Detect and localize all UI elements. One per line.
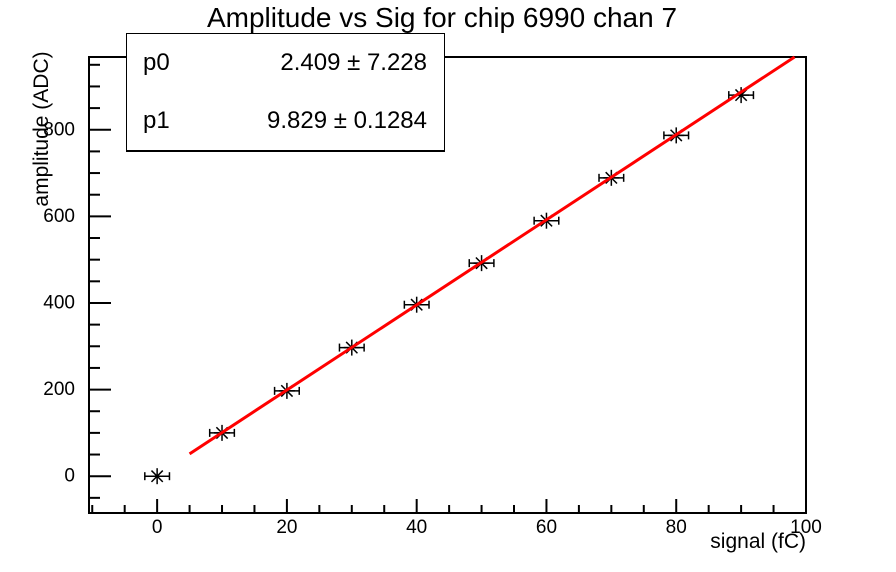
fit-param-p0-value: 2.409 ± 7.228 [280,49,427,76]
stats-row-p0: p0 2.409 ± 7.228 [127,34,444,92]
x-tick-label: 80 [666,517,687,538]
y-tick-label: 200 [43,379,75,400]
stats-row-p1: p1 9.829 ± 0.1284 [127,92,444,150]
x-axis-title: signal (fC) [710,530,806,553]
y-tick-label: 600 [43,206,75,227]
x-tick-label: 40 [406,517,427,538]
data-point-marker [150,470,164,483]
axis-frame [88,56,807,514]
y-tick-label: 400 [43,292,75,313]
fit-line [188,55,796,456]
fit-param-p1-value: 9.829 ± 0.1284 [267,107,427,134]
x-tick-label: 60 [536,517,557,538]
chart-title: Amplitude vs Sig for chip 6990 chan 7 [206,2,678,33]
x-tick-label: 0 [152,517,163,538]
y-axis-title: amplitude (ADC) [30,51,53,207]
fit-param-p0-name: p0 [143,49,170,76]
fit-stats-box: p0 2.409 ± 7.228 p1 9.829 ± 0.1284 [126,33,445,152]
fit-param-p1-name: p1 [143,107,170,134]
x-tick-label: 20 [276,517,297,538]
x-tick-label: 100 [790,517,822,538]
y-tick-label: 800 [43,119,75,140]
y-tick-label: 0 [64,466,75,487]
